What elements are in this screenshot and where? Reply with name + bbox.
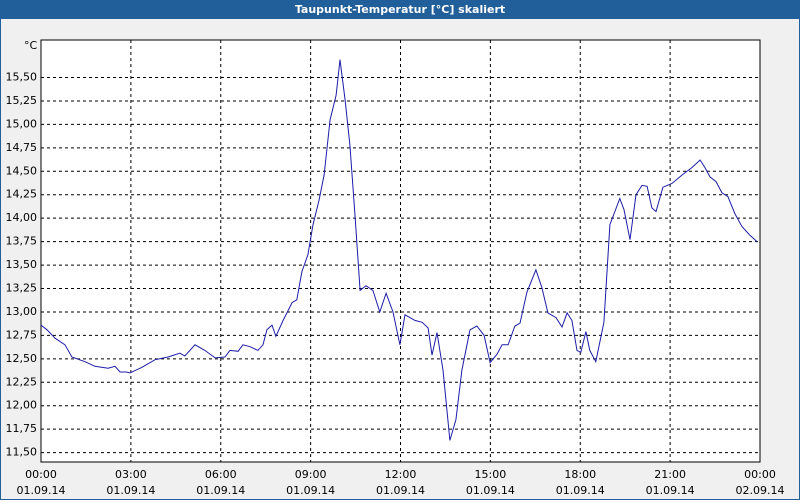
x-tick-label: 09:00	[295, 468, 327, 481]
y-tick-label: 12,75	[6, 328, 38, 341]
y-tick-label: 14,25	[6, 188, 38, 201]
y-tick-label: 11,75	[6, 422, 38, 435]
x-tick-date: 01.09.14	[106, 484, 155, 497]
y-tick-label: 15,50	[6, 71, 38, 84]
x-tick-label: 18:00	[564, 468, 596, 481]
plot-border	[40, 39, 761, 463]
x-tick-label: 12:00	[385, 468, 417, 481]
x-tick-label: 00:00	[25, 468, 57, 481]
y-tick-label: 12,00	[6, 399, 38, 412]
y-tick-label: 12,25	[6, 375, 38, 388]
y-tick-label: 15,25	[6, 94, 38, 107]
x-tick-label: 21:00	[654, 468, 686, 481]
y-tick-label: 14,75	[6, 141, 38, 154]
y-tick-label: 13,00	[6, 305, 38, 318]
title-bar	[0, 0, 800, 19]
x-tick-date: 01.09.14	[17, 484, 66, 497]
x-tick-date: 01.09.14	[466, 484, 515, 497]
x-tick-date: 01.09.14	[196, 484, 245, 497]
data-line	[40, 59, 758, 441]
y-tick-label: 14,50	[6, 164, 38, 177]
x-tick-label: 03:00	[115, 468, 147, 481]
x-tick-date: 01.09.14	[286, 484, 335, 497]
y-tick-label: 14,00	[6, 211, 38, 224]
y-tick-label: 13,25	[6, 282, 38, 295]
y-tick-label: 11,50	[6, 446, 38, 459]
y-axis-unit: °C	[24, 39, 38, 52]
y-tick-label: 15,00	[6, 117, 38, 130]
chart-title: Taupunkt-Temperatur [°C] skaliert	[295, 3, 505, 16]
x-tick-date: 02.09.14	[736, 484, 785, 497]
x-tick-label: 06:00	[205, 468, 237, 481]
y-tick-label: 13,50	[6, 258, 38, 271]
x-tick-label: 15:00	[475, 468, 507, 481]
x-tick-date: 01.09.14	[556, 484, 605, 497]
y-tick-label: 12,50	[6, 352, 38, 365]
x-tick-date: 01.09.14	[646, 484, 695, 497]
x-tick-date: 01.09.14	[376, 484, 425, 497]
x-tick-label: 00:00	[744, 468, 776, 481]
y-tick-label: 13,75	[6, 235, 38, 248]
